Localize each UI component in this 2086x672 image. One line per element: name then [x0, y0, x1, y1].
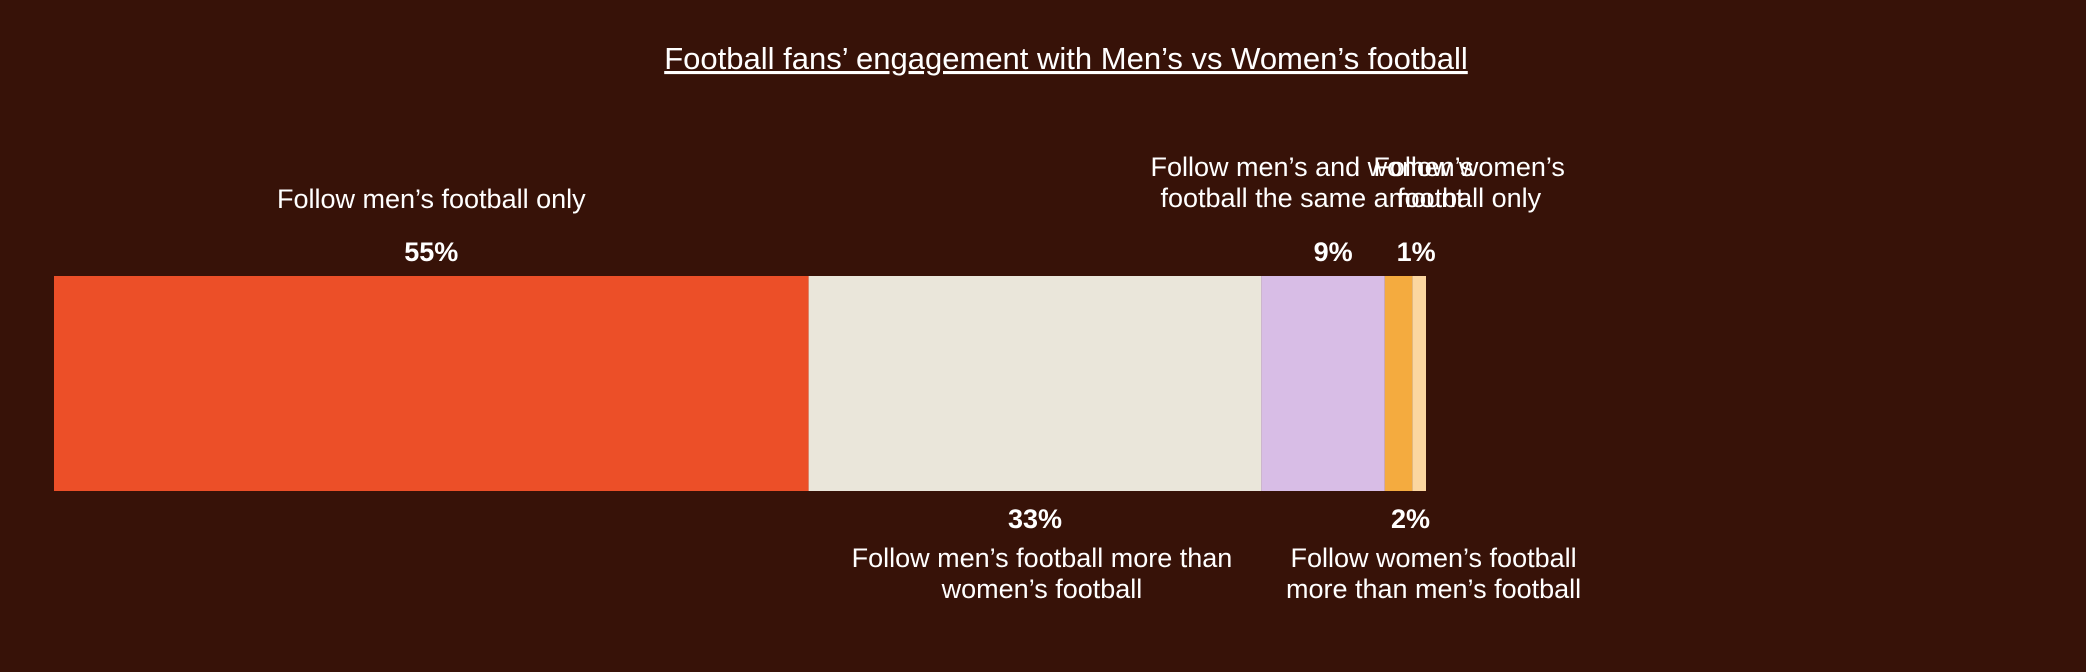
- category-label-line: Follow men’s and women’s: [1151, 152, 1474, 182]
- category-label-womens-only: Follow women’s football only: [1373, 152, 1565, 213]
- category-label-mens-more: Follow men’s football more than women’s f…: [852, 543, 1233, 604]
- category-label-line: more than men’s football: [1286, 574, 1581, 604]
- value-label-womens-more: 2%: [1391, 504, 1430, 534]
- category-label-line: football the same amount: [1161, 183, 1465, 213]
- value-label-womens-only: 1%: [1397, 237, 1436, 267]
- value-label-mens-more: 33%: [1008, 504, 1062, 534]
- bar-segment-mens-more: [808, 276, 1262, 491]
- bar-segment-womens-more: [1384, 276, 1413, 491]
- category-label-mens-only: Follow men’s football only: [277, 184, 586, 214]
- category-label-line: Follow men’s football more than: [852, 543, 1233, 573]
- chart-title: Football fans’ engagement with Men’s vs …: [664, 41, 1468, 76]
- bar-segment-womens-only: [1412, 276, 1426, 491]
- category-label-womens-more: Follow women’s football more than men’s f…: [1286, 543, 1581, 604]
- bar-segment-same-amount: [1261, 276, 1385, 491]
- bar-segments: [54, 276, 1426, 491]
- category-label-same-amount: Follow men’s and women’s football the sam…: [1151, 152, 1474, 213]
- category-label-line: football only: [1397, 183, 1542, 213]
- value-label-same-amount: 9%: [1314, 237, 1353, 267]
- bar-labels: 55% Follow men’s football only 33% Follow m…: [277, 152, 1581, 604]
- category-label-line: women’s football: [941, 574, 1143, 604]
- value-label-mens-only: 55%: [404, 237, 458, 267]
- category-label-line: Follow women’s: [1373, 152, 1565, 182]
- category-label-line: Follow men’s football only: [277, 184, 586, 214]
- category-label-line: Follow women’s football: [1290, 543, 1576, 573]
- bar-segment-mens-only: [54, 276, 809, 491]
